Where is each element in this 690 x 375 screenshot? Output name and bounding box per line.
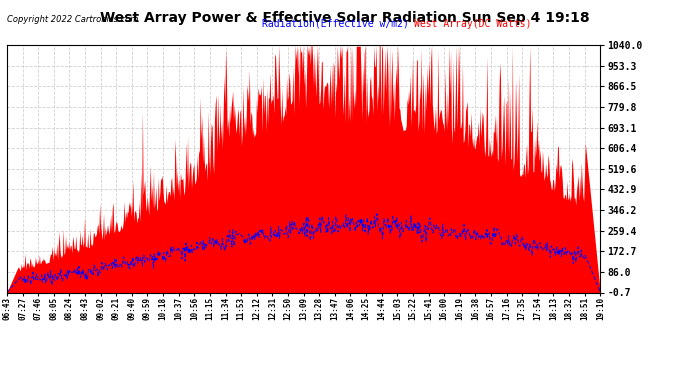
Text: Copyright 2022 Cartronics.com: Copyright 2022 Cartronics.com <box>7 15 138 24</box>
Text: West Array Power & Effective Solar Radiation Sun Sep 4 19:18: West Array Power & Effective Solar Radia… <box>100 11 590 25</box>
Text: Radiation(Effective w/m2): Radiation(Effective w/m2) <box>262 19 409 29</box>
Text: West Array(DC Watts): West Array(DC Watts) <box>414 19 531 29</box>
